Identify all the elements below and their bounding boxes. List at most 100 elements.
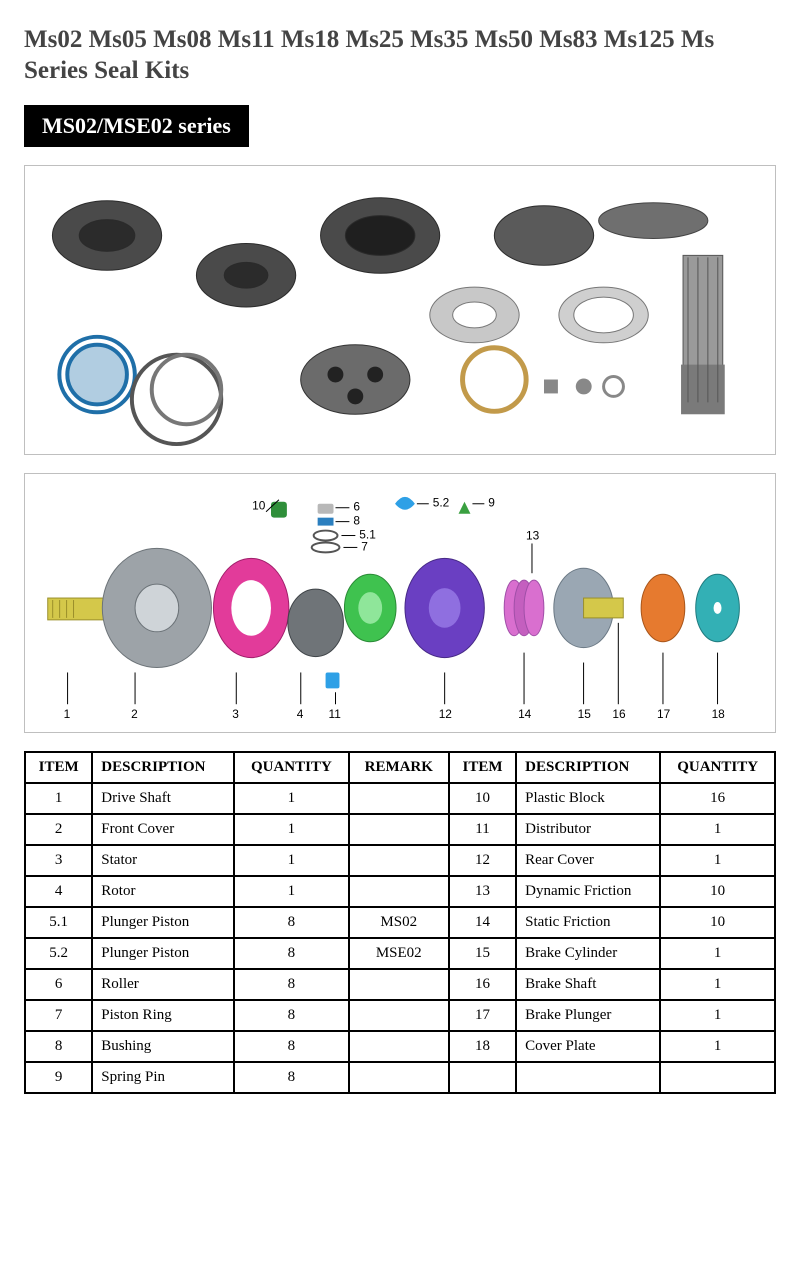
table-cell: Brake Shaft [516,969,660,1000]
table-cell: Spring Pin [92,1062,234,1093]
svg-text:16: 16 [612,707,626,721]
table-cell: 5.2 [25,938,92,969]
table-cell: 11 [449,814,516,845]
table-cell: 1 [660,969,775,1000]
table-cell: Plunger Piston [92,938,234,969]
svg-text:6: 6 [353,499,360,513]
table-cell: 16 [660,783,775,814]
table-row: 5.1Plunger Piston8MS0214Static Friction1… [25,907,775,938]
parts-table: ITEM DESCRIPTION QUANTITY REMARK ITEM DE… [24,751,776,1094]
table-cell: MS02 [349,907,449,938]
table-cell [349,814,449,845]
table-cell: 8 [234,1031,349,1062]
table-cell: Plunger Piston [92,907,234,938]
table-cell [349,1031,449,1062]
table-cell: 1 [660,938,775,969]
table-cell: Cover Plate [516,1031,660,1062]
svg-text:12: 12 [439,707,453,721]
table-cell: Brake Plunger [516,1000,660,1031]
table-cell: 8 [234,938,349,969]
svg-text:17: 17 [657,707,671,721]
table-cell: 1 [234,845,349,876]
table-cell: 1 [660,1000,775,1031]
table-row: 2Front Cover111Distributor1 [25,814,775,845]
table-cell: 9 [25,1062,92,1093]
table-cell: 1 [25,783,92,814]
table-cell: Piston Ring [92,1000,234,1031]
table-cell: Bushing [92,1031,234,1062]
table-cell [349,845,449,876]
table-cell: MSE02 [349,938,449,969]
svg-text:9: 9 [488,495,495,509]
table-cell: Front Cover [92,814,234,845]
table-row: 9Spring Pin8 [25,1062,775,1093]
exploded-diagram-svg: 1 2 3 4 11 12 14 15 16 17 18 10 6 8 5.1 … [25,474,775,732]
col-item-b: ITEM [449,752,516,783]
table-cell [349,876,449,907]
svg-text:18: 18 [712,707,726,721]
table-row: 5.2Plunger Piston8MSE0215Brake Cylinder1 [25,938,775,969]
svg-text:10: 10 [252,498,266,512]
table-cell: 13 [449,876,516,907]
table-cell: 10 [449,783,516,814]
table-cell: Distributor [516,814,660,845]
svg-text:14: 14 [518,707,532,721]
table-cell: 14 [449,907,516,938]
table-cell: Drive Shaft [92,783,234,814]
col-quantity-a: QUANTITY [234,752,349,783]
table-cell: 8 [234,907,349,938]
table-cell: 16 [449,969,516,1000]
table-cell [516,1062,660,1093]
svg-text:5.2: 5.2 [433,495,450,509]
table-cell: Plastic Block [516,783,660,814]
table-cell: Stator [92,845,234,876]
table-cell: 2 [25,814,92,845]
series-badge: MS02/MSE02 series [24,105,249,147]
table-cell: 15 [449,938,516,969]
table-cell: Static Friction [516,907,660,938]
col-remark: REMARK [349,752,449,783]
table-cell: 1 [660,1031,775,1062]
table-cell: Dynamic Friction [516,876,660,907]
svg-text:15: 15 [578,707,592,721]
table-row: 6Roller8 16Brake Shaft1 [25,969,775,1000]
col-description-b: DESCRIPTION [516,752,660,783]
table-cell: 10 [660,876,775,907]
svg-text:3: 3 [232,707,239,721]
svg-text:1: 1 [64,707,71,721]
table-cell [349,1062,449,1093]
table-cell: 6 [25,969,92,1000]
table-cell: 1 [660,845,775,876]
table-cell: 12 [449,845,516,876]
table-cell: 8 [234,969,349,1000]
table-cell: Brake Cylinder [516,938,660,969]
table-cell: Rotor [92,876,234,907]
table-cell: 8 [234,1062,349,1093]
table-cell: Roller [92,969,234,1000]
svg-text:8: 8 [353,513,360,527]
table-cell [349,1000,449,1031]
table-row: 3Stator112Rear Cover1 [25,845,775,876]
table-cell [349,783,449,814]
table-cell: 18 [449,1031,516,1062]
table-cell: 3 [25,845,92,876]
table-cell: 1 [234,814,349,845]
table-cell [349,969,449,1000]
table-row: 7Piston Ring817Brake Plunger1 [25,1000,775,1031]
parts-table-head: ITEM DESCRIPTION QUANTITY REMARK ITEM DE… [25,752,775,783]
svg-text:7: 7 [361,539,368,553]
table-row: 8Bushing818Cover Plate1 [25,1031,775,1062]
parts-table-body: 1Drive Shaft110Plastic Block162Front Cov… [25,783,775,1093]
col-quantity-b: QUANTITY [660,752,775,783]
table-row: 4Rotor113Dynamic Friction10 [25,876,775,907]
col-item-a: ITEM [25,752,92,783]
exploded-diagram-panel: 1 2 3 4 11 12 14 15 16 17 18 10 6 8 5.1 … [24,473,776,733]
table-cell: 7 [25,1000,92,1031]
table-cell: 1 [234,783,349,814]
table-cell [449,1062,516,1093]
table-cell: Rear Cover [516,845,660,876]
table-cell: 1 [234,876,349,907]
svg-text:13: 13 [526,528,540,542]
product-photo-panel [24,165,776,455]
table-row: 1Drive Shaft1 10Plastic Block16 [25,783,775,814]
